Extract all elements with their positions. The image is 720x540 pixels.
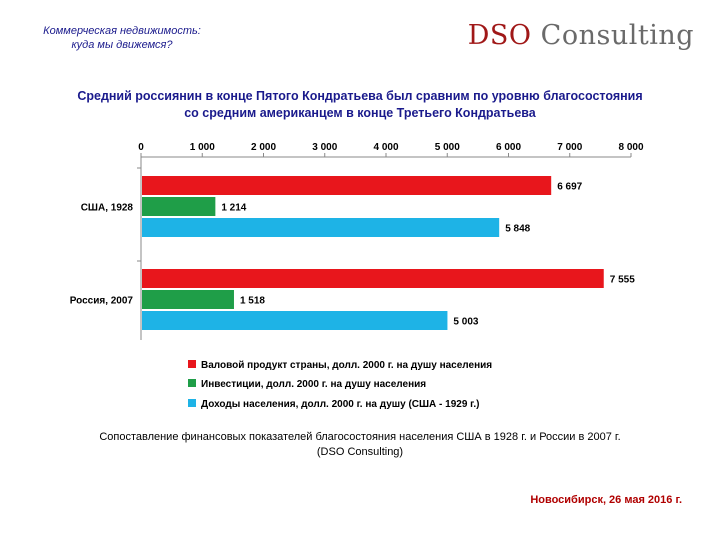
caption-line2: (DSO Consulting) xyxy=(316,446,404,458)
slide-title-line2: со средним американцем в конце Третьего … xyxy=(184,106,536,120)
chart-caption: Сопоставление финансовых показателей бла… xyxy=(30,430,690,460)
bar xyxy=(142,218,500,237)
bar xyxy=(142,269,604,288)
x-tick-label: 4 000 xyxy=(373,142,398,153)
data-label: 5 003 xyxy=(453,317,478,328)
bar xyxy=(142,311,448,330)
caption-line1: Сопоставление финансовых показателей бла… xyxy=(99,431,621,443)
x-tick-label: 6 000 xyxy=(496,142,521,153)
legend-swatch xyxy=(188,399,196,407)
slide-subtitle: Коммерческая недвижимость: куда мы движе… xyxy=(22,24,222,52)
legend-swatch xyxy=(188,360,196,368)
slide-subtitle-line2: куда мы движемся? xyxy=(71,39,173,51)
data-label: 6 697 xyxy=(557,182,582,193)
footer-location-date: Новосибирск, 26 мая 2016 г. xyxy=(530,494,682,506)
bar xyxy=(142,197,216,216)
data-label: 1 214 xyxy=(221,203,246,214)
slide-title: Средний россиянин в конце Пятого Кондрат… xyxy=(20,88,700,122)
legend-entry: Инвестиции, долл. 2000 г. на душу населе… xyxy=(201,379,426,390)
slide-subtitle-line1: Коммерческая недвижимость: xyxy=(43,25,201,37)
x-tick-label: 3 000 xyxy=(312,142,337,153)
x-tick-label: 0 xyxy=(138,142,144,153)
logo-consulting: Consulting xyxy=(540,20,694,51)
category-label: США, 1928 xyxy=(81,203,134,214)
dso-consulting-logo: DSO Consulting xyxy=(468,20,694,51)
x-tick-label: 1 000 xyxy=(190,142,215,153)
bar xyxy=(142,290,234,309)
data-label: 1 518 xyxy=(240,296,265,307)
legend-entry: Доходы населения, долл. 2000 г. на душу … xyxy=(201,399,479,410)
x-tick-label: 8 000 xyxy=(618,142,643,153)
legend-entry: Валовой продукт страны, долл. 2000 г. на… xyxy=(201,360,492,371)
bar xyxy=(142,176,552,195)
category-label: Россия, 2007 xyxy=(70,296,134,307)
data-label: 7 555 xyxy=(610,275,635,286)
logo-dso: DSO xyxy=(467,20,532,51)
x-tick-label: 2 000 xyxy=(251,142,276,153)
legend-swatch xyxy=(188,379,196,387)
data-label: 5 848 xyxy=(505,224,530,235)
x-tick-label: 5 000 xyxy=(435,142,460,153)
slide-title-line1: Средний россиянин в конце Пятого Кондрат… xyxy=(77,89,643,103)
x-tick-label: 7 000 xyxy=(557,142,582,153)
